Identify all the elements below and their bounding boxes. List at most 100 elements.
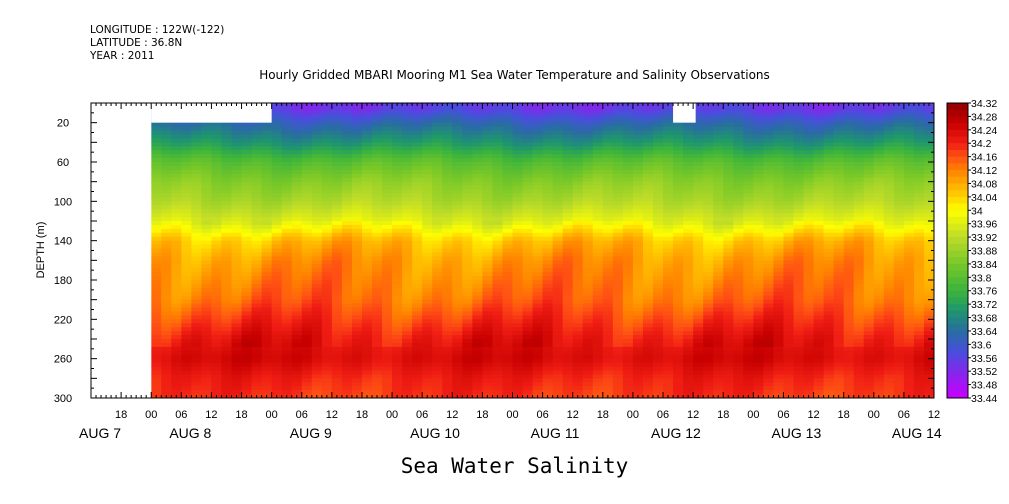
heatmap-cell	[351, 280, 363, 285]
heatmap-cell	[201, 150, 213, 155]
heatmap-cell	[803, 276, 815, 281]
heatmap-cell	[743, 138, 754, 143]
heatmap-cell	[462, 232, 473, 238]
heatmap-cell	[612, 331, 624, 336]
heatmap-cell	[803, 169, 815, 175]
heatmap-cell	[301, 342, 313, 348]
heatmap-cell	[502, 205, 514, 210]
heatmap-cell	[151, 382, 162, 387]
heatmap-cell	[663, 118, 674, 124]
heatmap-cell	[713, 209, 724, 214]
heatmap-cell	[271, 307, 283, 313]
heatmap-cell	[281, 280, 293, 285]
heatmap-cell	[693, 327, 704, 332]
heatmap-cell	[201, 158, 213, 163]
heatmap-cell	[432, 224, 443, 230]
heatmap-cell	[211, 154, 223, 159]
heatmap-cell	[663, 350, 674, 356]
heatmap-cell	[462, 354, 473, 360]
heatmap-cell	[301, 106, 313, 112]
heatmap-cell	[612, 319, 624, 324]
heatmap-cell	[261, 299, 273, 305]
heatmap-cell	[653, 315, 664, 320]
heatmap-cell	[632, 280, 644, 285]
heatmap-cell	[382, 130, 393, 136]
heatmap-cell	[161, 362, 172, 368]
heatmap-cell	[231, 252, 243, 257]
heatmap-cell	[492, 122, 504, 128]
heatmap-cell	[171, 256, 182, 261]
heatmap-cell	[171, 201, 182, 206]
heatmap-cell	[642, 362, 654, 368]
heatmap-cell	[713, 315, 724, 320]
heatmap-cell	[392, 118, 403, 124]
heatmap-cell	[552, 158, 564, 163]
heatmap-cell	[542, 264, 554, 269]
heatmap-cell	[191, 350, 202, 356]
heatmap-cell	[663, 327, 674, 332]
heatmap-cell	[311, 134, 323, 139]
heatmap-cell	[562, 252, 574, 257]
heatmap-cell	[201, 327, 213, 332]
heatmap-cell	[482, 209, 494, 214]
heatmap-cell	[512, 268, 524, 273]
heatmap-cell	[743, 146, 754, 151]
heatmap-cell	[361, 173, 373, 179]
heatmap-cell	[462, 280, 473, 285]
heatmap-cell	[221, 386, 233, 391]
heatmap-cell	[361, 295, 373, 301]
heatmap-cell	[261, 177, 273, 183]
heatmap-cell	[663, 358, 674, 364]
heatmap-cell	[462, 142, 473, 147]
heatmap-cell	[773, 358, 785, 364]
heatmap-cell	[382, 165, 393, 171]
heatmap-cell	[161, 303, 172, 309]
heatmap-cell	[321, 252, 333, 257]
heatmap-cell	[522, 346, 534, 352]
heatmap-cell	[562, 378, 574, 383]
heatmap-cell	[361, 134, 373, 139]
heatmap-cell	[552, 291, 564, 297]
heatmap-cell	[402, 106, 413, 112]
heatmap-cell	[693, 189, 704, 195]
heatmap-cell	[703, 335, 714, 340]
heatmap-cell	[341, 370, 353, 375]
heatmap-cell	[522, 224, 534, 230]
heatmap-cell	[161, 130, 172, 136]
heatmap-cell	[663, 315, 674, 320]
heatmap-cell	[231, 299, 243, 305]
heatmap-cell	[512, 138, 524, 143]
heatmap-cell	[753, 354, 764, 360]
heatmap-cell	[622, 358, 634, 364]
heatmap-cell	[361, 374, 373, 379]
heatmap-cell	[291, 342, 303, 348]
heatmap-cell	[211, 189, 223, 195]
heatmap-cell	[492, 197, 504, 202]
heatmap-cell	[231, 264, 243, 269]
heatmap-cell	[261, 323, 273, 328]
heatmap-cell	[582, 268, 594, 273]
heatmap-cell	[452, 378, 463, 383]
heatmap-cell	[442, 106, 453, 112]
heatmap-cell	[341, 232, 353, 238]
heatmap-cell	[251, 213, 263, 218]
heatmap-cell	[542, 221, 554, 226]
heatmap-cell	[321, 362, 333, 368]
heatmap-cell	[773, 213, 785, 218]
heatmap-cell	[422, 142, 433, 147]
heatmap-cell	[211, 169, 223, 175]
heatmap-cell	[572, 307, 584, 313]
heatmap-cell	[602, 150, 614, 155]
heatmap-cell	[452, 224, 463, 230]
heatmap-cell	[241, 209, 253, 214]
heatmap-cell	[612, 197, 624, 202]
heatmap-cell	[803, 287, 815, 293]
heatmap-cell	[753, 272, 764, 277]
heatmap-cell	[653, 126, 664, 132]
heatmap-cell	[632, 173, 644, 179]
heatmap-cell	[341, 362, 353, 368]
heatmap-cell	[161, 280, 172, 285]
heatmap-cell	[191, 209, 202, 214]
heatmap-cell	[231, 346, 243, 352]
heatmap-cell	[713, 228, 724, 234]
